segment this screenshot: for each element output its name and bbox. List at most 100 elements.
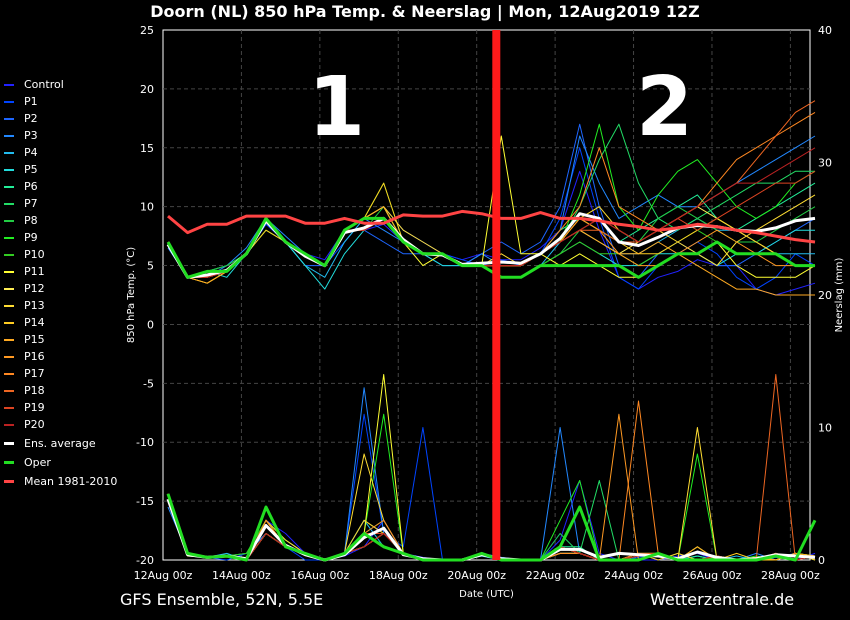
legend-item: Oper: [4, 454, 117, 471]
legend-swatch: [4, 117, 14, 120]
legend-swatch: [4, 236, 14, 239]
period-label-2: 2: [636, 60, 694, 155]
legend-label: P10: [24, 248, 45, 261]
y2-tick-label: 10: [818, 422, 832, 435]
legend-label: Control: [24, 78, 64, 91]
legend-label: P2: [24, 112, 38, 125]
precip-line-p9: [167, 413, 816, 561]
temp-line-ens-average: [166, 212, 816, 279]
legend-swatch: [4, 100, 14, 103]
legend-label: P18: [24, 384, 45, 397]
precip-line-p18: [167, 374, 816, 561]
legend-item: P12: [4, 280, 117, 297]
y-tick-label: 25: [140, 24, 154, 37]
legend-label: P9: [24, 231, 38, 244]
legend-label: P19: [24, 401, 45, 414]
legend-item: P4: [4, 144, 117, 161]
legend-swatch: [4, 442, 14, 445]
x-tick-label: 20Aug 00z: [447, 569, 506, 582]
legend-swatch: [4, 338, 14, 341]
legend-swatch: [4, 219, 14, 222]
chart-title: Doorn (NL) 850 hPa Temp. & Neerslag | Mo…: [150, 2, 700, 21]
legend-swatch: [4, 461, 14, 464]
legend-label: P16: [24, 350, 45, 363]
period-label-1: 1: [308, 60, 366, 155]
x-tick-label: 18Aug 00z: [369, 569, 428, 582]
legend-label: P5: [24, 163, 38, 176]
y2-tick-label: 0: [818, 554, 825, 567]
period-divider: [492, 30, 501, 560]
legend-label: P15: [24, 333, 45, 346]
y-tick-label: 5: [147, 260, 154, 273]
precip-line-p1: [167, 413, 816, 561]
legend-label: P13: [24, 299, 45, 312]
x-tick-label: 12Aug 00z: [134, 569, 193, 582]
precip-line-oper: [166, 493, 817, 562]
legend-item: P16: [4, 348, 117, 365]
legend-label: P1: [24, 95, 38, 108]
legend-swatch: [4, 355, 14, 358]
legend-label: P11: [24, 265, 45, 278]
x-tick-label: 28Aug 00z: [761, 569, 820, 582]
x-tick-label: 14Aug 00z: [212, 569, 271, 582]
temp-line-oper: [166, 216, 815, 279]
y2-tick-label: 30: [818, 157, 832, 170]
legend-swatch: [4, 134, 14, 137]
legend-swatch: [4, 151, 14, 154]
legend-item: P11: [4, 263, 117, 280]
y2-axis-label: Neerslag (mm): [834, 257, 845, 332]
legend-label: Ens. average: [24, 437, 96, 450]
legend-item: P1: [4, 93, 117, 110]
legend-item: P6: [4, 178, 117, 195]
x-tick-label: 22Aug 00z: [526, 569, 585, 582]
legend-item: P8: [4, 212, 117, 229]
y-axis-label: 850 hPa Temp. (°C): [126, 247, 137, 343]
y2-tick-label: 40: [818, 24, 832, 37]
legend-swatch: [4, 287, 14, 290]
legend-label: P17: [24, 367, 45, 380]
legend-item: P18: [4, 382, 117, 399]
x-tick-label: 16Aug 00z: [290, 569, 349, 582]
legend-swatch: [4, 185, 14, 188]
legend-item: P5: [4, 161, 117, 178]
legend-label: P12: [24, 282, 45, 295]
legend-swatch: [4, 372, 14, 375]
footer-source: Wetterzentrale.de: [650, 590, 795, 609]
legend-label: Oper: [24, 456, 51, 469]
y-tick-label: -5: [143, 377, 154, 390]
chart-legend: Control P1 P2 P3 P4 P5 P6 P7 P8 P9 P10 P11 P12 P13 P14…: [4, 76, 117, 490]
temp-line-p13: [167, 194, 816, 278]
y-tick-label: -10: [136, 436, 154, 449]
y2-tick-label: 20: [818, 289, 832, 302]
legend-swatch: [4, 168, 14, 171]
y-tick-label: 20: [140, 83, 154, 96]
temp-line-control: [167, 170, 816, 296]
legend-item: P10: [4, 246, 117, 263]
legend-item: P19: [4, 399, 117, 416]
legend-item: P9: [4, 229, 117, 246]
legend-item: P14: [4, 314, 117, 331]
legend-label: P4: [24, 146, 38, 159]
y-tick-label: 10: [140, 201, 154, 214]
legend-swatch: [4, 389, 14, 392]
legend-swatch: [4, 270, 14, 273]
legend-swatch: [4, 406, 14, 409]
temp-line-mean-1981-2010: [167, 209, 816, 244]
precip-line-control: [167, 480, 816, 561]
legend-label: P3: [24, 129, 38, 142]
legend-swatch: [4, 202, 14, 205]
legend-swatch: [4, 480, 14, 483]
legend-item: P2: [4, 110, 117, 127]
legend-item: P7: [4, 195, 117, 212]
legend-item: Control: [4, 76, 117, 93]
legend-label: Mean 1981-2010: [24, 475, 118, 488]
precip-line-p17: [167, 400, 816, 561]
legend-label: P7: [24, 197, 38, 210]
legend-label: P14: [24, 316, 45, 329]
x-tick-label: 24Aug 00z: [604, 569, 663, 582]
legend-item: P3: [4, 127, 117, 144]
legend-swatch: [4, 253, 14, 256]
precip-line-p16: [167, 413, 816, 561]
precip-line-p11: [167, 374, 816, 561]
